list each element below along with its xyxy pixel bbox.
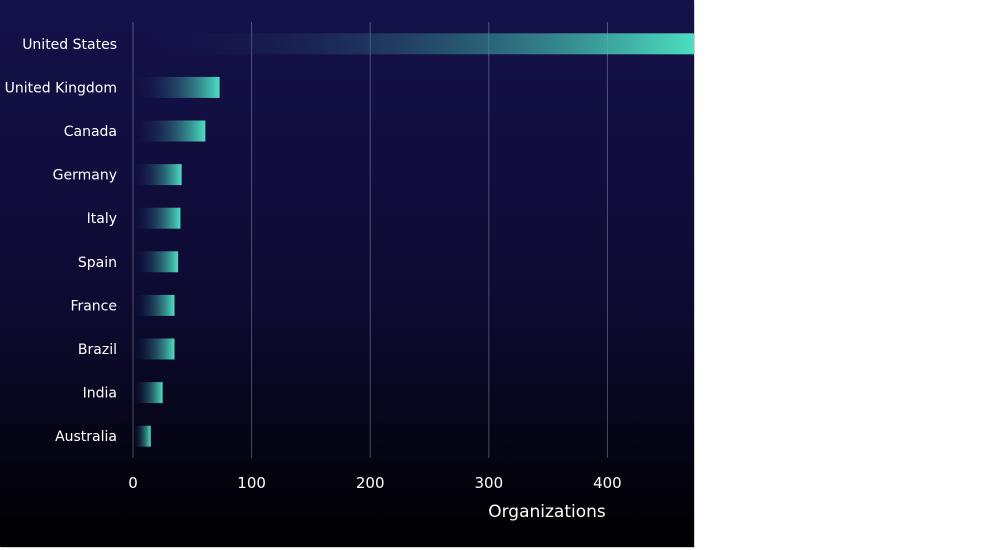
bars bbox=[133, 33, 694, 447]
bar-germany bbox=[133, 164, 182, 186]
x-tick-label-0: 0 bbox=[128, 474, 138, 492]
category-label-united-states: United States bbox=[22, 37, 117, 53]
bar-italy bbox=[133, 207, 181, 229]
bar-australia bbox=[133, 425, 151, 447]
bar-spain bbox=[133, 251, 179, 273]
x-tick-labels: 0 100 200 300 400 bbox=[128, 474, 622, 492]
category-label-italy: Italy bbox=[87, 211, 117, 227]
category-label-spain: Spain bbox=[78, 255, 117, 271]
category-label-india: India bbox=[83, 386, 117, 402]
category-label-france: France bbox=[70, 298, 117, 314]
category-label-germany: Germany bbox=[53, 168, 117, 184]
x-tick-label-200: 200 bbox=[356, 474, 385, 492]
chart-panel: United States United Kingdom Canada Germany… bbox=[0, 0, 694, 547]
bar-canada bbox=[133, 120, 206, 142]
x-axis-title: Organizations bbox=[488, 502, 606, 522]
bar-chart: United States United Kingdom Canada Germany… bbox=[5, 33, 694, 522]
bar-brazil bbox=[133, 338, 175, 360]
category-label-brazil: Brazil bbox=[78, 342, 117, 358]
bar-france bbox=[133, 294, 175, 316]
category-labels: United States United Kingdom Canada Germany… bbox=[5, 37, 117, 445]
x-tick-label-100: 100 bbox=[237, 474, 266, 492]
x-tick-label-300: 300 bbox=[474, 474, 503, 492]
category-label-australia: Australia bbox=[55, 429, 117, 445]
bar-united-states bbox=[133, 33, 694, 55]
bar-united-kingdom bbox=[133, 76, 220, 98]
category-label-canada: Canada bbox=[64, 124, 117, 140]
bar-india bbox=[133, 382, 163, 404]
category-label-united-kingdom: United Kingdom bbox=[5, 80, 117, 96]
x-tick-label-400: 400 bbox=[593, 474, 622, 492]
